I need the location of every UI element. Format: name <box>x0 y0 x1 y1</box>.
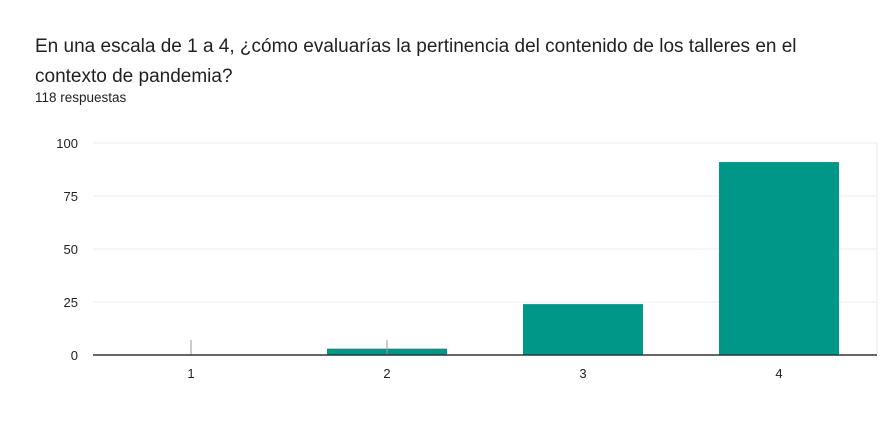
x-tick-label: 4 <box>775 366 782 381</box>
question-title: En una escala de 1 a 4, ¿cómo evaluarías… <box>35 36 797 87</box>
y-tick-label: 50 <box>64 242 78 257</box>
bar <box>523 304 643 355</box>
y-tick-label: 75 <box>64 189 78 204</box>
y-tick-label: 100 <box>56 136 78 151</box>
bar <box>719 162 839 355</box>
y-tick-label: 25 <box>64 295 78 310</box>
y-tick-label: 0 <box>71 348 78 363</box>
response-count: 118 respuestas <box>35 90 127 105</box>
x-tick-label: 3 <box>579 366 586 381</box>
x-tick-label: 2 <box>383 366 390 381</box>
x-tick-label: 1 <box>187 366 194 381</box>
